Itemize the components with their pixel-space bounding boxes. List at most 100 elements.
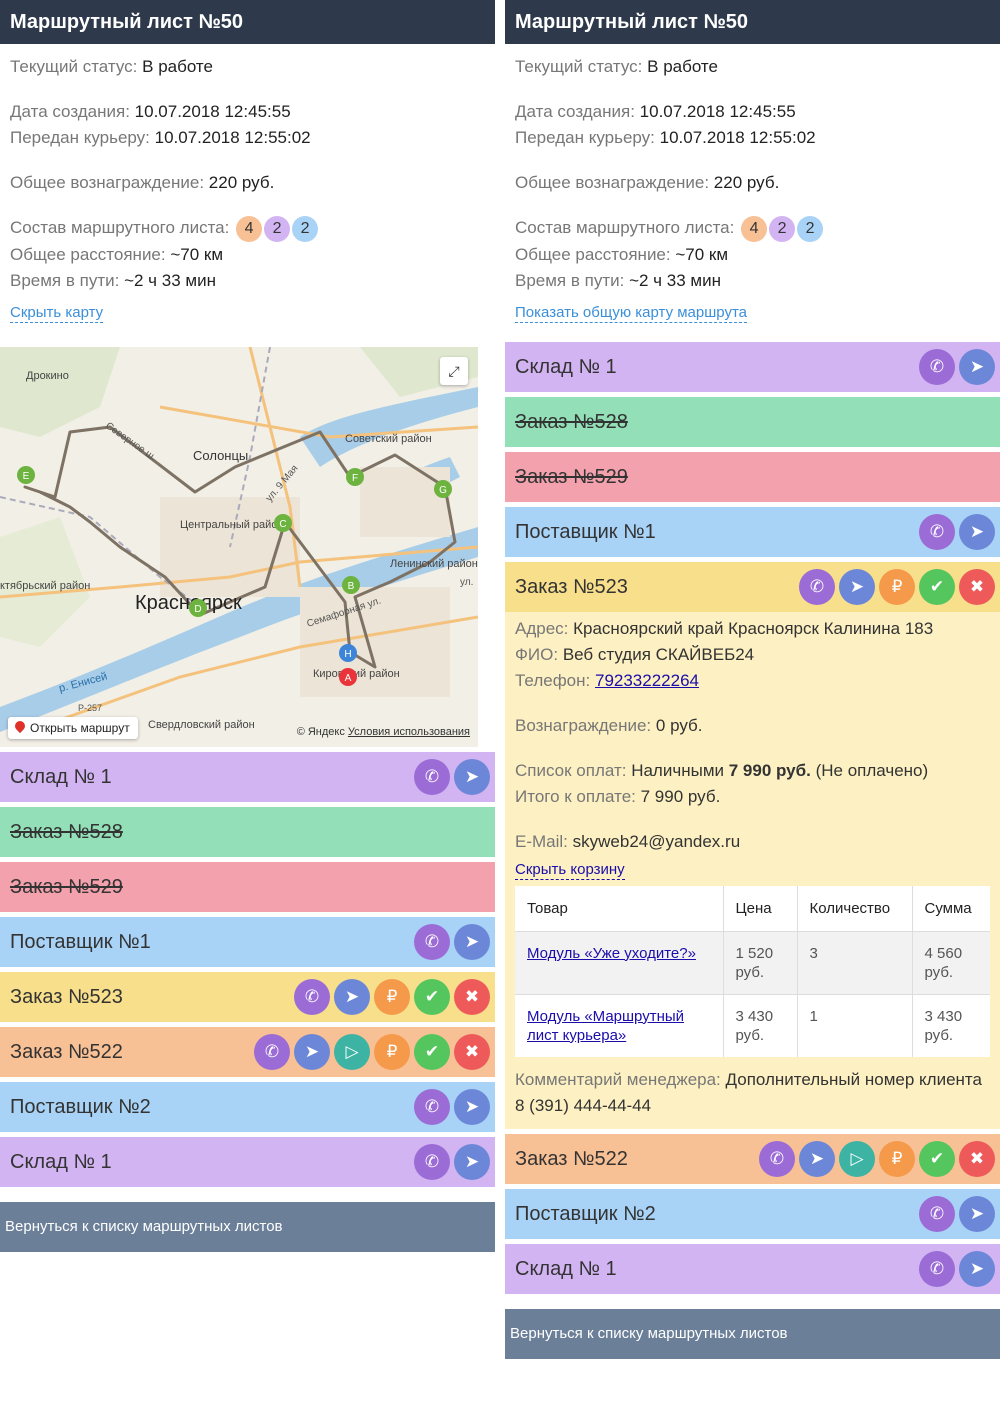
- terms-link[interactable]: Условия использования: [347, 725, 470, 738]
- stop-row[interactable]: Склад № 1 ✆ ➤: [505, 341, 1000, 392]
- map-marker[interactable]: E: [17, 465, 35, 484]
- stop-row[interactable]: Заказ №528: [505, 396, 1000, 447]
- stop-row[interactable]: Поставщик №1 ✆ ➤: [0, 916, 495, 967]
- phone-icon[interactable]: ✆: [254, 1033, 290, 1070]
- cart-table: Товар Цена Количество Сумма Модуль «Уже …: [515, 885, 990, 1057]
- stop-row[interactable]: Заказ №522 ✆ ➤ ▷ ₽ ✔ ✖: [0, 1026, 495, 1077]
- navigation-icon[interactable]: ➤: [294, 1033, 330, 1070]
- map-marker[interactable]: A: [339, 667, 357, 686]
- stop-row[interactable]: Заказ №529: [505, 451, 1000, 502]
- stop-row[interactable]: Заказ №523 ✆ ➤ ₽ ✔ ✖: [505, 561, 1000, 612]
- phone-icon[interactable]: ✆: [799, 568, 835, 605]
- map-marker[interactable]: G: [434, 479, 452, 498]
- navigation-icon[interactable]: ➤: [799, 1140, 835, 1177]
- navigation-icon[interactable]: ➤: [454, 923, 490, 960]
- stop-row[interactable]: Заказ №529: [0, 861, 495, 912]
- check-icon[interactable]: ✔: [919, 1140, 955, 1177]
- map-marker[interactable]: H: [339, 643, 357, 662]
- phone-icon[interactable]: ✆: [414, 923, 450, 960]
- stop-row[interactable]: Поставщик №1 ✆ ➤: [505, 506, 1000, 557]
- phone-link[interactable]: 79233222264: [594, 670, 699, 690]
- map-marker[interactable]: F: [346, 467, 364, 486]
- svg-text:D: D: [194, 604, 201, 615]
- stop-actions: ✆ ➤ ▷ ₽ ✔ ✖: [250, 1033, 490, 1070]
- svg-text:B: B: [348, 581, 355, 592]
- play-icon[interactable]: ▷: [334, 1033, 370, 1070]
- phone-icon[interactable]: ✆: [919, 513, 955, 550]
- cart-header: Сумма: [924, 899, 972, 917]
- order-reward-value: 0 руб.: [655, 715, 703, 735]
- order-detail: Адрес: Красноярский край Красноярск Кали…: [505, 611, 1000, 1129]
- navigation-icon[interactable]: ➤: [959, 348, 995, 385]
- count-badge-orange: 4: [236, 215, 263, 242]
- reward-value: 220 руб.: [713, 173, 780, 192]
- navigation-icon[interactable]: ➤: [454, 758, 490, 795]
- back-button[interactable]: Вернуться к списку маршрутных листов: [505, 1308, 1000, 1359]
- place-label: Ленинский район: [390, 558, 478, 570]
- check-icon[interactable]: ✔: [414, 1033, 450, 1070]
- stop-row[interactable]: Поставщик №2 ✆ ➤: [0, 1081, 495, 1132]
- stop-row[interactable]: Поставщик №2 ✆ ➤: [505, 1188, 1000, 1239]
- phone-icon[interactable]: ✆: [919, 1195, 955, 1232]
- phone-icon[interactable]: ✆: [294, 978, 330, 1015]
- phone-icon[interactable]: ✆: [414, 758, 450, 795]
- stop-label: Заказ №522: [10, 1040, 123, 1063]
- close-icon[interactable]: ✖: [959, 1140, 995, 1177]
- payment-icon[interactable]: ₽: [374, 978, 410, 1015]
- play-icon[interactable]: ▷: [839, 1140, 875, 1177]
- cart-header: Цена: [723, 885, 798, 932]
- place-label: ктябрьский район: [0, 580, 90, 592]
- svg-text:F: F: [352, 473, 358, 484]
- stop-label: Склад № 1: [515, 355, 617, 378]
- close-icon[interactable]: ✖: [959, 568, 995, 605]
- place-label: Солонцы: [193, 448, 248, 463]
- phone-icon[interactable]: ✆: [919, 348, 955, 385]
- stop-row[interactable]: Склад № 1 ✆ ➤: [0, 1136, 495, 1187]
- cart-header-row: Товар Цена Количество Сумма: [515, 885, 990, 932]
- hide-map-link[interactable]: Скрыть карту: [10, 303, 104, 323]
- stop-row[interactable]: Заказ №522 ✆ ➤ ▷ ₽ ✔ ✖: [505, 1133, 1000, 1184]
- route-map[interactable]: Дрокино Солонцы Советский район Централь…: [0, 346, 478, 747]
- stop-row[interactable]: Склад № 1 ✆ ➤: [505, 1243, 1000, 1294]
- stop-row[interactable]: Заказ №528: [0, 806, 495, 857]
- stop-label: Склад № 1: [10, 1150, 112, 1173]
- navigation-icon[interactable]: ➤: [334, 978, 370, 1015]
- back-button[interactable]: Вернуться к списку маршрутных листов: [0, 1201, 495, 1252]
- navigation-icon[interactable]: ➤: [959, 513, 995, 550]
- stop-actions: ✆ ➤: [410, 923, 490, 960]
- open-route-button[interactable]: Открыть маршрут: [8, 716, 138, 739]
- stop-list: Склад № 1 ✆ ➤ Заказ №528 Заказ №529 Поставщик…: [0, 751, 495, 1187]
- reward-value: 220 руб.: [208, 173, 275, 192]
- map-marker[interactable]: B: [342, 575, 360, 594]
- stop-row[interactable]: Заказ №523 ✆ ➤ ₽ ✔ ✖: [0, 971, 495, 1022]
- payment-icon[interactable]: ₽: [879, 1140, 915, 1177]
- show-map-link[interactable]: Показать общую карту маршрута: [515, 303, 747, 323]
- phone-icon[interactable]: ✆: [414, 1143, 450, 1180]
- total-label: Итого к оплате:: [515, 786, 636, 806]
- stop-label: Заказ №528: [10, 820, 123, 843]
- map-marker[interactable]: C: [274, 513, 292, 532]
- phone-icon[interactable]: ✆: [414, 1088, 450, 1125]
- product-link[interactable]: Модуль «Уже уходите?»: [527, 944, 696, 962]
- check-icon[interactable]: ✔: [414, 978, 450, 1015]
- phone-icon[interactable]: ✆: [759, 1140, 795, 1177]
- navigation-icon[interactable]: ➤: [839, 568, 875, 605]
- navigation-icon[interactable]: ➤: [959, 1250, 995, 1287]
- stop-label: Поставщик №1: [515, 520, 656, 543]
- stop-label: Склад № 1: [515, 1257, 617, 1280]
- close-icon[interactable]: ✖: [454, 978, 490, 1015]
- fullscreen-icon[interactable]: ⤢: [440, 356, 468, 385]
- composition-label: Состав маршрутного листа:: [10, 218, 230, 237]
- stop-row[interactable]: Склад № 1 ✆ ➤: [0, 751, 495, 802]
- product-link[interactable]: Модуль «Маршрутный лист курьера»: [527, 1007, 685, 1044]
- navigation-icon[interactable]: ➤: [454, 1143, 490, 1180]
- close-icon[interactable]: ✖: [454, 1033, 490, 1070]
- hide-cart-link[interactable]: Скрыть корзину: [515, 860, 625, 880]
- phone-icon[interactable]: ✆: [919, 1250, 955, 1287]
- payment-icon[interactable]: ₽: [879, 568, 915, 605]
- navigation-icon[interactable]: ➤: [454, 1088, 490, 1125]
- map-marker[interactable]: D: [189, 598, 207, 617]
- check-icon[interactable]: ✔: [919, 568, 955, 605]
- navigation-icon[interactable]: ➤: [959, 1195, 995, 1232]
- payment-icon[interactable]: ₽: [374, 1033, 410, 1070]
